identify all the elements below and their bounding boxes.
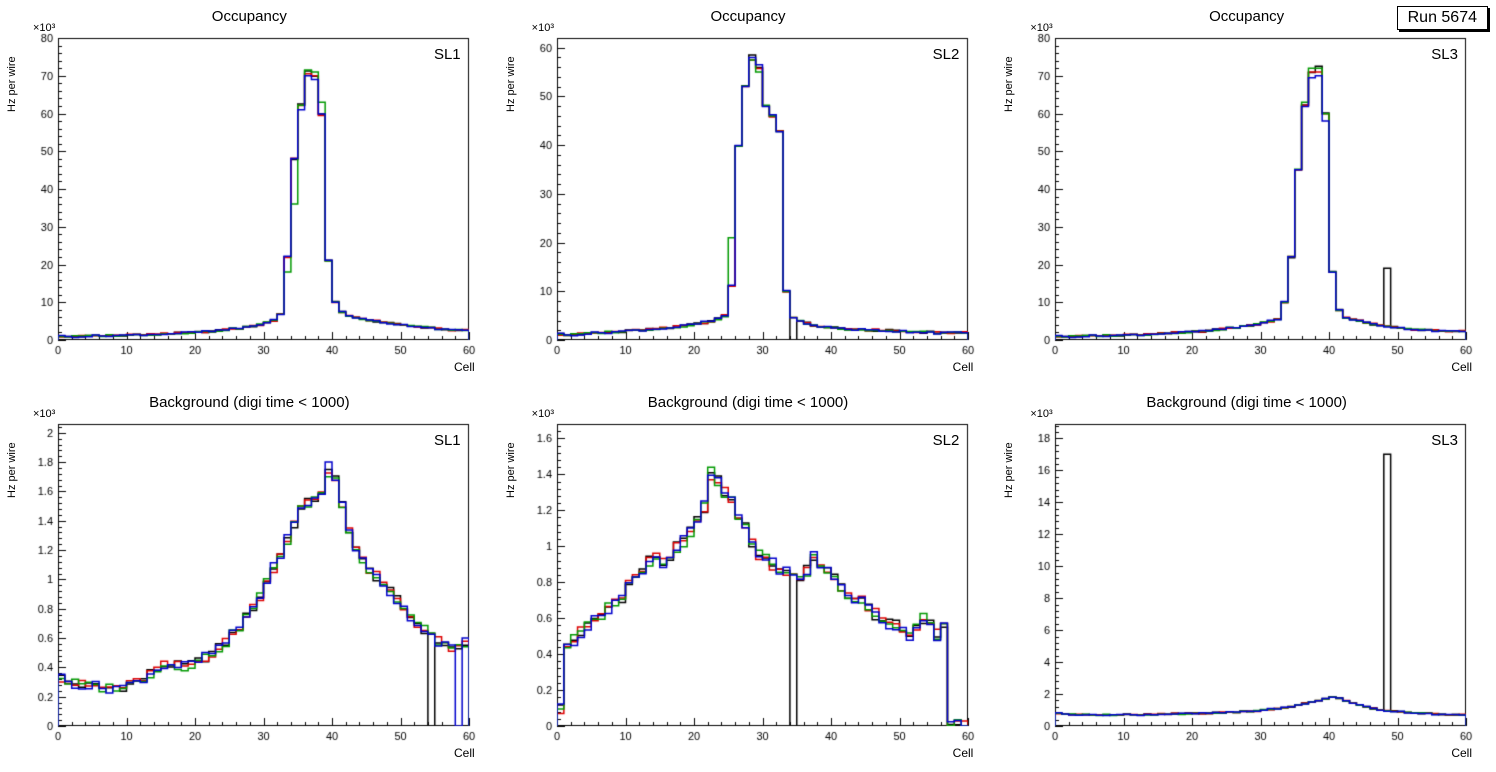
plot-title: Occupancy [710,8,786,25]
y-axis-label: Hz per wire [504,442,517,498]
panel-background-sl3: Background (digi time < 1000) ×10³ Hz pe… [997,386,1496,772]
superlayer-label: SL3 [1431,46,1458,63]
y-axis-label: Hz per wire [6,442,18,498]
y-axis-multiplier: ×10³ [33,408,56,420]
y-axis-label: Hz per wire [504,56,517,112]
panel-occupancy-sl2: Occupancy ×10³ Hz per wire Cell SL2 [498,0,998,386]
plot-title: Occupancy [211,8,287,25]
y-axis-multiplier: ×10³ [531,22,554,34]
histogram-canvas-occupancy-sl3 [997,0,1496,386]
panel-background-sl2: Background (digi time < 1000) ×10³ Hz pe… [498,386,998,772]
histogram-canvas-occupancy-sl2 [498,0,998,386]
y-axis-multiplier: ×10³ [1030,22,1053,34]
x-axis-label: Cell [952,746,974,760]
run-number-label: Run 5674 [1407,9,1477,26]
panel-background-sl1: Background (digi time < 1000) ×10³ Hz pe… [0,386,499,772]
y-axis-multiplier: ×10³ [33,22,56,34]
histogram-canvas-background-sl2 [498,386,998,772]
x-axis-label: Cell [1451,360,1472,374]
plot-title: Background (digi time < 1000) [149,394,350,411]
run-number-box: Run 5674 [1396,6,1488,30]
histogram-canvas-occupancy-sl1 [0,0,499,386]
plot-title: Occupancy [1209,8,1285,25]
x-axis-label: Cell [952,360,974,374]
y-axis-label: Hz per wire [1003,56,1016,112]
superlayer-label: SL3 [1431,432,1458,449]
plot-title: Background (digi time < 1000) [647,394,849,411]
histogram-canvas-background-sl1 [0,386,499,772]
panel-occupancy-sl1: Occupancy ×10³ Hz per wire Cell SL1 [0,0,499,386]
superlayer-label: SL2 [932,46,960,63]
y-axis-multiplier: ×10³ [531,408,554,420]
superlayer-label: SL2 [932,432,960,449]
y-axis-label: Hz per wire [1003,442,1016,498]
plot-title: Background (digi time < 1000) [1146,394,1347,411]
y-axis-multiplier: ×10³ [1030,408,1053,420]
x-axis-label: Cell [453,360,475,374]
x-axis-label: Cell [1451,746,1472,760]
histogram-canvas-background-sl3 [997,386,1496,772]
superlayer-label: SL1 [433,46,461,63]
x-axis-label: Cell [453,746,475,760]
superlayer-label: SL1 [433,432,461,449]
panel-occupancy-sl3: Occupancy ×10³ Hz per wire Cell SL3 [997,0,1496,386]
y-axis-label: Hz per wire [6,56,18,112]
